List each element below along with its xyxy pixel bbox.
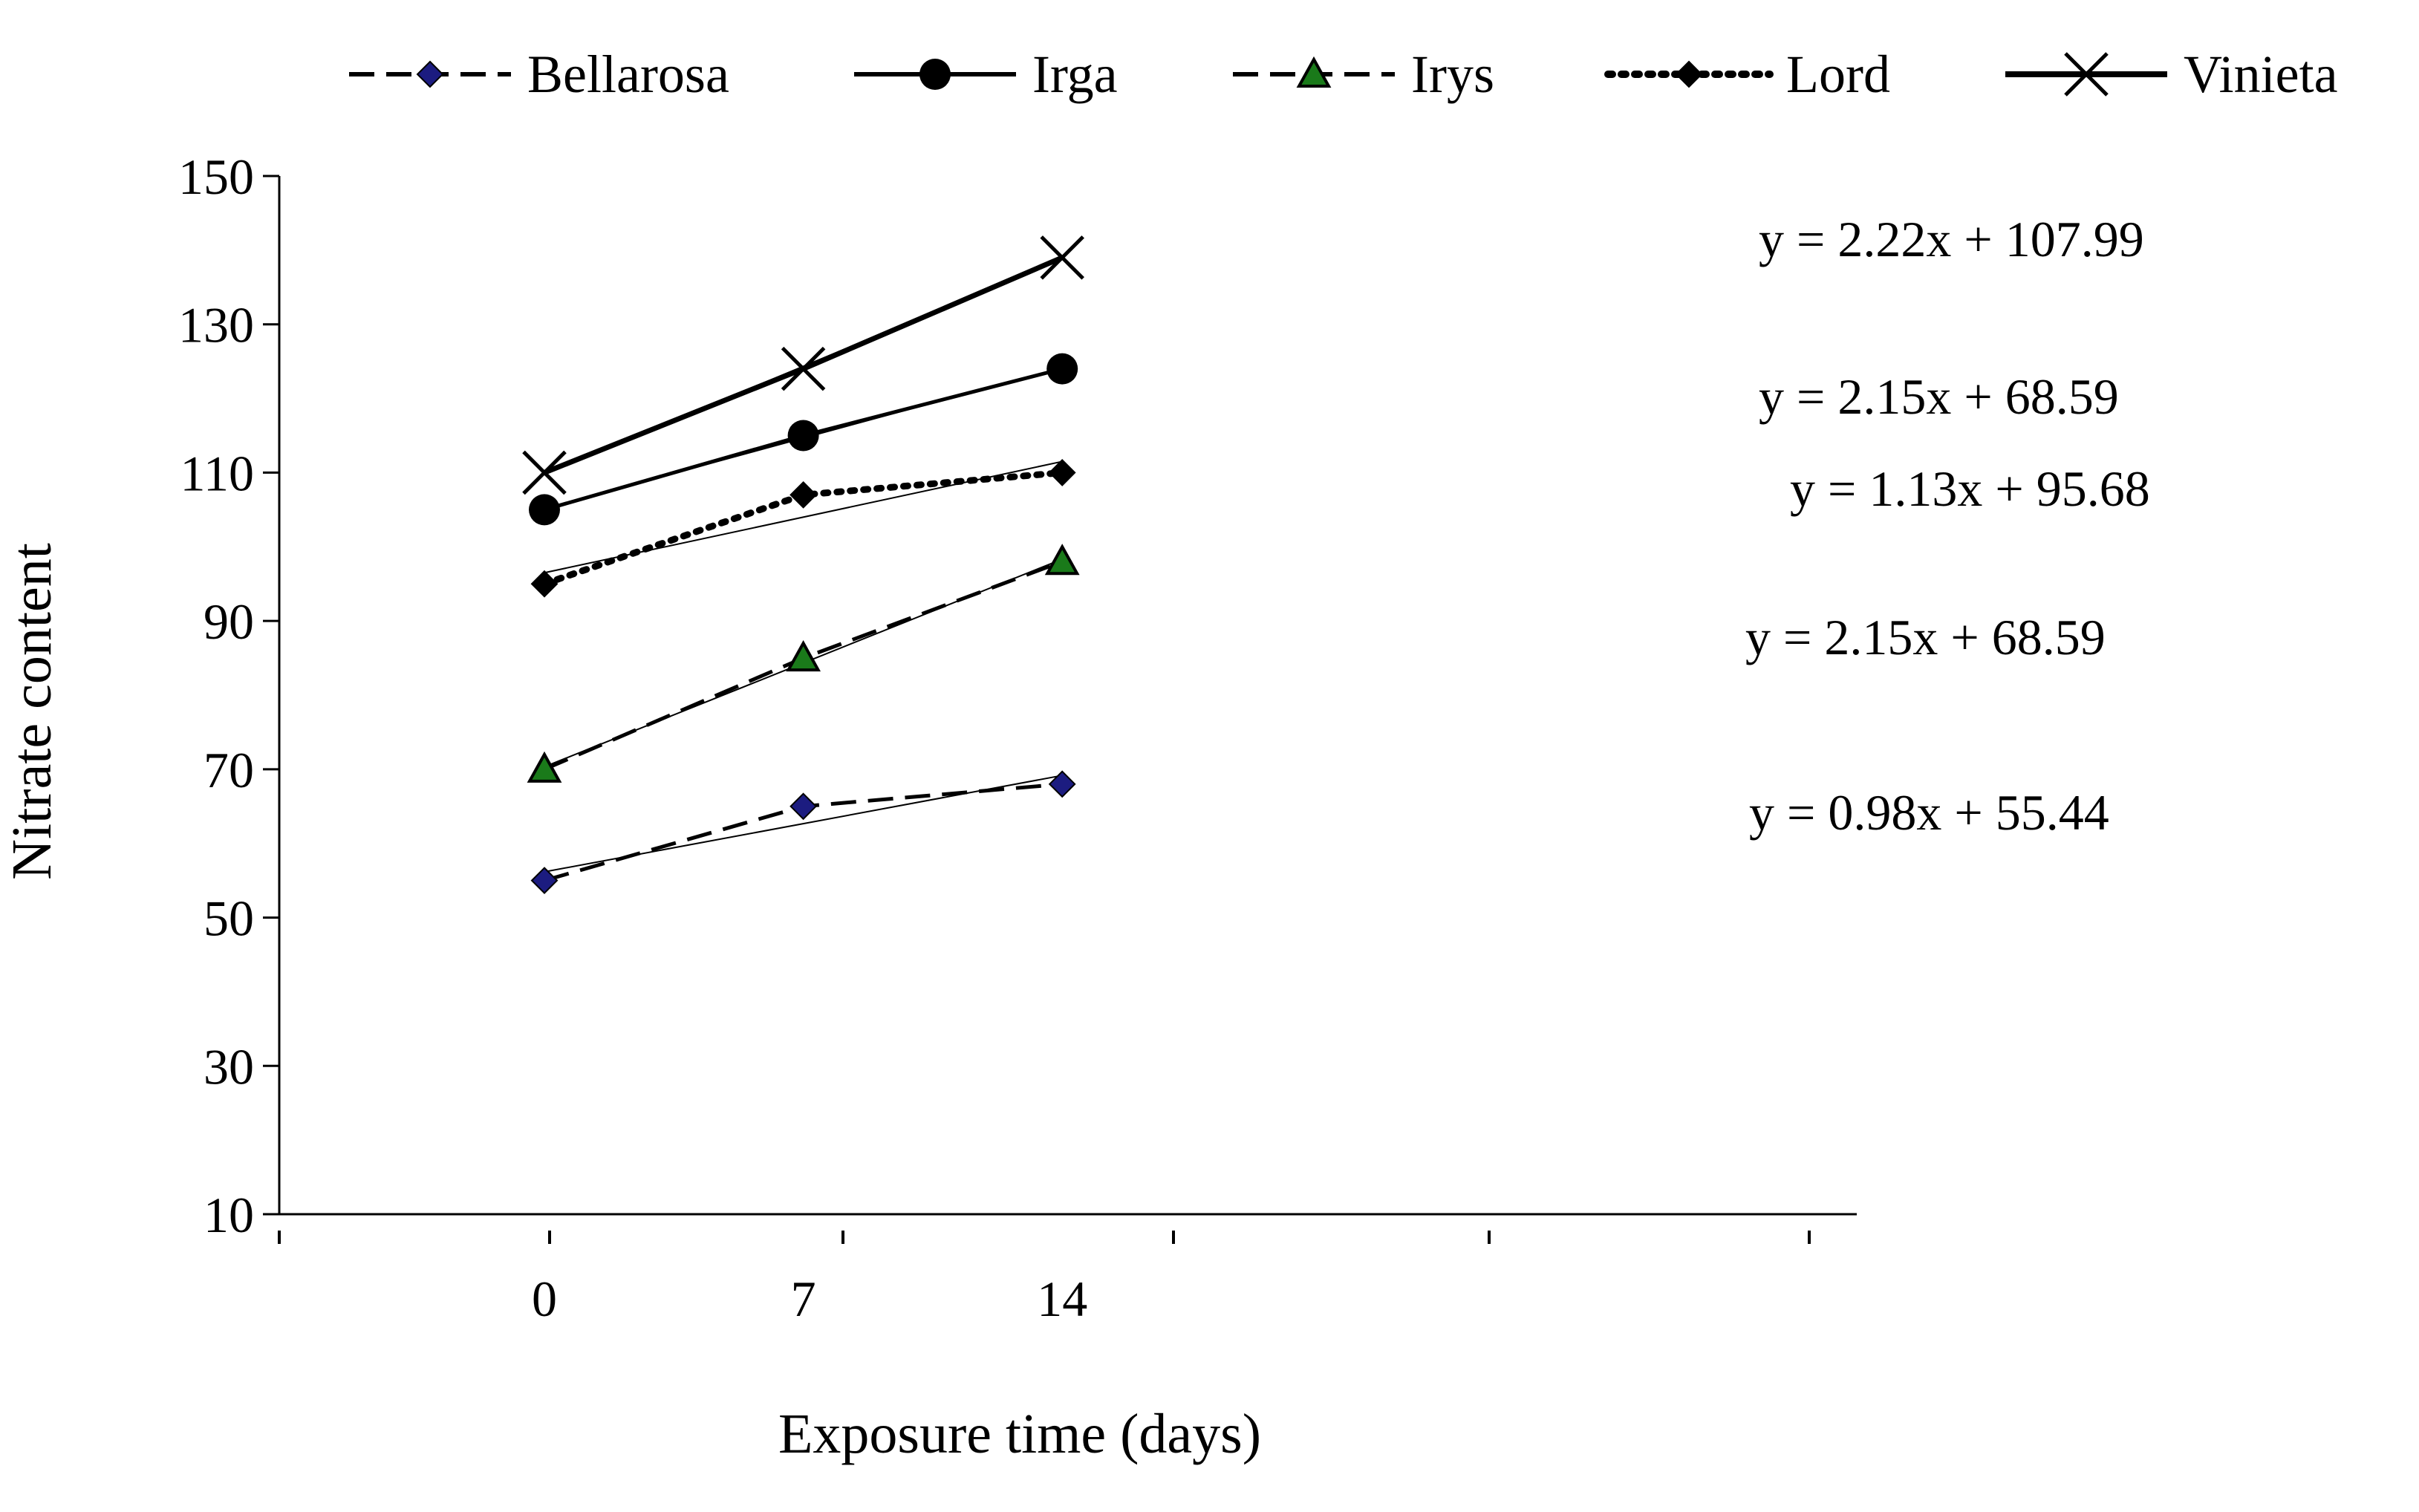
data-point (522, 450, 567, 495)
data-point (787, 420, 819, 452)
data-point (527, 751, 562, 783)
trendline-equation: y = 2.22x + 107.99 (1759, 211, 2144, 267)
series-irga (529, 353, 1078, 526)
y-tick-label: 110 (180, 445, 254, 501)
trendline-equation: y = 0.98x + 55.44 (1749, 784, 2109, 841)
data-point (1044, 544, 1080, 576)
trendline-equation: y = 2.15x + 68.59 (1745, 609, 2106, 665)
legend-marker (1675, 60, 1703, 88)
legend-marker (416, 60, 444, 88)
legend-label: Irga (1032, 45, 1118, 104)
legend-marker (919, 59, 951, 90)
x-tick-label: 7 (791, 1271, 816, 1327)
x-tick-label: 0 (532, 1271, 557, 1327)
x-tick-label: 14 (1037, 1271, 1087, 1327)
series-bellarosa (530, 770, 1076, 895)
series-vinieta (522, 235, 1084, 495)
y-tick-label: 50 (204, 890, 254, 947)
data-point (789, 480, 818, 509)
legend-marker (1296, 56, 1332, 88)
data-point (1046, 353, 1078, 385)
trendline-equation: y = 2.15x + 68.59 (1759, 368, 2119, 425)
legend-item-lord: Lord (1604, 45, 1890, 104)
x-axis-label: Exposure time (days) (778, 1403, 1261, 1465)
data-point (1040, 235, 1084, 280)
legend: Bellarosa Irga Irys Lord Vinieta (349, 45, 2338, 104)
series-irys (527, 544, 1080, 783)
legend-label: Bellarosa (527, 45, 729, 104)
trendline-equations: y = 0.98x + 55.44 y = 2.15x + 68.59 y = 2.… (1745, 211, 2150, 841)
series-lord (530, 459, 1076, 598)
y-tick-label: 70 (204, 742, 254, 798)
legend-label: Lord (1786, 45, 1890, 104)
data-point (786, 639, 821, 672)
y-tick-label: 130 (178, 297, 254, 353)
data-point (530, 867, 559, 895)
legend-label: Irys (1411, 45, 1494, 104)
legend-label: Vinieta (2184, 45, 2338, 104)
y-tick-label: 10 (204, 1187, 254, 1243)
data-point (789, 792, 818, 821)
legend-item-irys: Irys (1233, 45, 1494, 104)
legend-item-irga: Irga (854, 45, 1118, 104)
y-tick-label: 90 (204, 593, 254, 650)
axes: 10 30 50 70 90 110 130 150 0 7 14 (178, 149, 1857, 1327)
legend-item-vinieta: Vinieta (2005, 45, 2338, 104)
data-point (1048, 770, 1076, 798)
data-point (1048, 459, 1076, 486)
trendline-equation: y = 1.13x + 95.68 (1790, 460, 2150, 517)
y-tick-label: 30 (204, 1038, 254, 1095)
data-point (530, 570, 559, 598)
data-point (781, 346, 826, 391)
data-point (529, 494, 560, 526)
series-layer (522, 235, 1084, 895)
legend-item-bellarosa: Bellarosa (349, 45, 729, 104)
legend-marker (2064, 52, 2109, 97)
y-tick-label: 150 (178, 149, 254, 205)
y-axis-label: Nitrate content (1, 543, 63, 880)
